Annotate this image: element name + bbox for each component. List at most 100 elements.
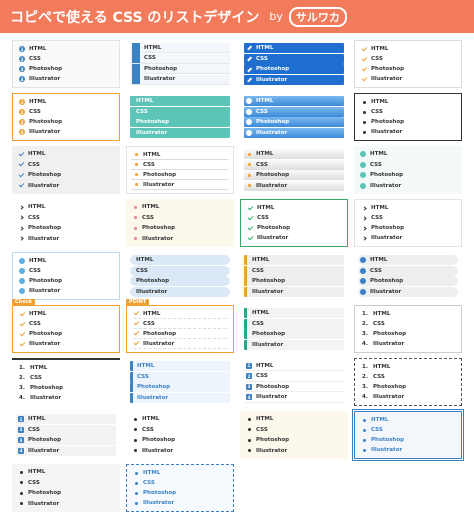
list-item: Photoshop — [130, 117, 230, 128]
list-box: 1 HTML 2 CSS 3 Photoshop 4 Illustrator — [12, 411, 120, 459]
check — [247, 234, 253, 241]
item-text: HTML — [143, 310, 161, 317]
item-text: Photoshop — [28, 490, 62, 497]
item-text: Photoshop — [28, 225, 62, 232]
dot — [134, 183, 138, 186]
list-item: HTML — [244, 414, 344, 424]
list-item: HTML — [244, 43, 344, 53]
dot — [247, 163, 251, 167]
bullet — [19, 258, 25, 264]
list-item: 3 Photoshop — [17, 64, 115, 74]
list-item: HTML — [358, 149, 458, 159]
item-text: Photoshop — [136, 119, 170, 126]
dot — [19, 491, 23, 495]
check-mark — [18, 150, 24, 156]
item-text: Illustrator — [29, 129, 61, 135]
list-box: HTML CSS Photoshop Illustrator — [126, 411, 234, 459]
chevron — [18, 204, 24, 210]
dot — [134, 153, 138, 156]
list-item: Photoshop — [131, 329, 229, 339]
check-mark — [361, 75, 367, 81]
icon — [246, 56, 252, 62]
item-text: Photoshop — [256, 66, 290, 73]
item-text: Photoshop — [136, 278, 170, 285]
list-item: Photoshop — [358, 170, 458, 180]
check-mark — [247, 234, 253, 240]
bullet — [246, 108, 252, 115]
item-text: Photoshop — [371, 119, 405, 125]
check — [18, 150, 24, 157]
bullet — [246, 448, 252, 454]
check — [361, 45, 367, 52]
bullet — [133, 470, 139, 476]
list-item: 2 CSS — [244, 372, 344, 382]
dot — [134, 491, 138, 495]
item-text: HTML — [256, 362, 274, 369]
item-text: CSS — [256, 426, 268, 433]
list-box: HTML CSS Photoshop Illustrator — [126, 93, 234, 141]
list-item: Illustrator — [130, 74, 230, 85]
item-text: Photoshop — [256, 383, 290, 390]
list-item: HTML — [16, 202, 116, 212]
list-item: Illustrator — [244, 446, 344, 456]
bullet — [18, 490, 24, 496]
item-number: 4. — [362, 341, 368, 347]
list-item: 2 CSS — [17, 54, 115, 64]
list-item: 2. CSS — [16, 373, 116, 383]
item-text: CSS — [370, 161, 382, 168]
list-item: 1 HTML — [16, 414, 116, 424]
list-box: HTML CSS Photoshop Illustrator — [12, 146, 120, 194]
item-number: 3 — [246, 383, 252, 390]
chevron — [18, 215, 24, 221]
bullet — [361, 427, 367, 433]
dot — [19, 481, 23, 485]
list-box: HTML CSS Photoshop Illustrator — [126, 252, 234, 300]
item-text: CSS — [143, 480, 155, 486]
list-item: 2 CSS — [16, 424, 116, 435]
item-text: Photoshop — [256, 172, 290, 179]
check-mark — [133, 329, 139, 336]
item-text: CSS — [136, 108, 148, 115]
check-mark — [361, 65, 367, 71]
chevron-mark — [361, 235, 367, 241]
by: by — [269, 10, 283, 23]
item-text: CSS — [256, 108, 268, 115]
list-box: HTML CSS Photoshop Illustrator — [354, 93, 462, 141]
check — [133, 339, 139, 347]
item-text: HTML — [29, 46, 47, 52]
item-text: Illustrator — [370, 182, 402, 189]
dot — [362, 448, 366, 452]
item-text: Photoshop — [143, 330, 177, 337]
list-box: HTML CSS Photoshop Illustrator — [126, 199, 234, 247]
list-item: 2 CSS — [17, 107, 115, 117]
item-text: Photoshop — [370, 172, 404, 179]
item-text: CSS — [371, 215, 383, 221]
item-number: 1 — [18, 416, 24, 422]
chevron — [361, 235, 367, 241]
item-text: HTML — [28, 204, 46, 210]
list-item: CSS — [244, 106, 344, 117]
item-number: 2 — [19, 109, 25, 115]
item-text: CSS — [28, 214, 40, 221]
list-item: Photoshop — [131, 488, 229, 498]
list-tag: Check — [12, 299, 35, 305]
dot — [134, 481, 138, 485]
bullet — [133, 182, 139, 188]
list-item: Illustrator — [131, 498, 229, 508]
list-item: Illustrator — [131, 339, 229, 349]
item-text: Photoshop — [28, 437, 62, 444]
item-number: 4 — [19, 129, 25, 135]
bullet — [132, 416, 138, 422]
item-text: Photoshop — [29, 278, 63, 284]
list-item: Illustrator — [244, 180, 344, 191]
bullet — [360, 288, 366, 295]
item-text: HTML — [252, 257, 270, 263]
item-text: CSS — [256, 55, 268, 62]
item-text: HTML — [256, 416, 274, 422]
list-item: Illustrator — [245, 233, 343, 243]
list-item: Photoshop — [244, 170, 344, 181]
list-item: Photoshop — [244, 329, 344, 340]
item-number: 2 — [19, 56, 25, 62]
check — [19, 310, 25, 317]
